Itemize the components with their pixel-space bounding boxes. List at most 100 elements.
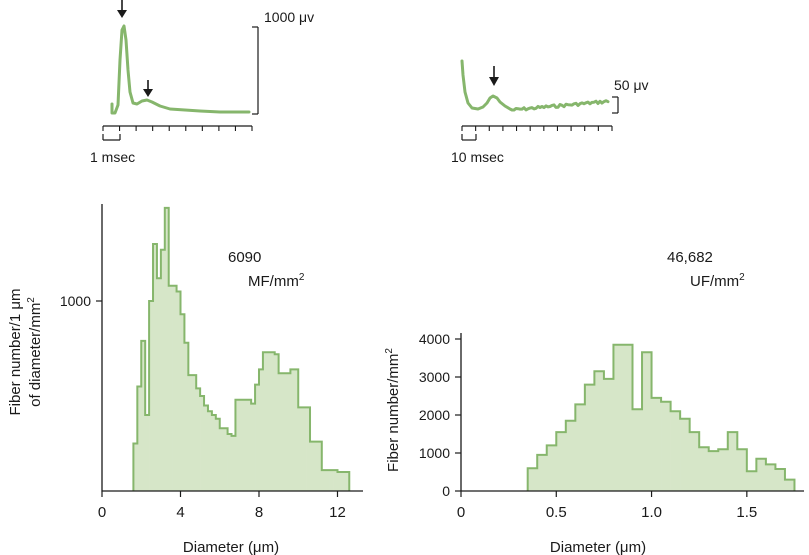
histogram-bar bbox=[215, 418, 221, 491]
histogram-bar bbox=[239, 399, 244, 491]
histogram-bar bbox=[708, 451, 719, 491]
histogram-bar bbox=[231, 435, 236, 491]
histogram-bar bbox=[556, 432, 567, 491]
histogram-bar bbox=[546, 445, 557, 491]
superscript: 2 bbox=[384, 348, 395, 354]
histogram-bar bbox=[329, 470, 334, 491]
x-tick-label: 0 bbox=[98, 504, 106, 521]
superscript: 2 bbox=[26, 297, 37, 303]
histogram-bar bbox=[204, 405, 209, 491]
x-axis-label: Diameter (μm) bbox=[183, 539, 279, 555]
histogram-outline bbox=[132, 206, 351, 491]
y-tick-label: 2000 bbox=[419, 407, 450, 423]
histogram-bar bbox=[223, 428, 228, 491]
histogram-bar bbox=[286, 373, 291, 491]
histogram-bar bbox=[188, 375, 193, 491]
histogram-bar bbox=[302, 407, 307, 491]
histogram-bar bbox=[247, 399, 252, 491]
histogram-bar bbox=[282, 373, 287, 491]
fiber-density-unit: UF/mm2 bbox=[690, 272, 745, 290]
fiber-density-unit: MF/mm2 bbox=[248, 272, 305, 290]
histogram-bar bbox=[699, 447, 710, 491]
histogram-bar bbox=[642, 352, 652, 491]
fiber-count-annotation: 46,682 bbox=[667, 249, 713, 266]
x-tick-label: 8 bbox=[255, 504, 263, 521]
histogram-bar bbox=[227, 434, 232, 491]
histogram-bar bbox=[594, 371, 605, 491]
right-scale-label: 50 μv bbox=[614, 77, 649, 93]
y-tick-label: 3000 bbox=[419, 369, 450, 385]
histogram-bar bbox=[565, 420, 576, 491]
right-time-label: 10 msec bbox=[451, 149, 504, 165]
right-time-bracket bbox=[461, 134, 477, 141]
x-tick-label: 12 bbox=[329, 504, 346, 521]
histogram-bar bbox=[784, 479, 795, 491]
right-scale-bar bbox=[612, 96, 619, 114]
histogram-bar bbox=[258, 369, 264, 491]
histogram-bar bbox=[746, 471, 757, 491]
histogram-bar bbox=[651, 397, 662, 491]
histogram-bar bbox=[274, 354, 279, 491]
histogram-bar bbox=[341, 472, 346, 491]
histogram-bar bbox=[145, 415, 150, 491]
superscript: 2 bbox=[299, 272, 305, 283]
histogram-bar bbox=[661, 401, 671, 491]
left-time-label: 1 msec bbox=[90, 149, 135, 165]
histogram-bar bbox=[727, 432, 738, 491]
y-tick-label: 4000 bbox=[419, 331, 450, 347]
histogram-bar bbox=[149, 301, 154, 491]
histogram-bar bbox=[262, 352, 268, 491]
histogram-bar bbox=[266, 352, 272, 491]
histogram-bar bbox=[298, 407, 303, 491]
histogram-bar bbox=[575, 404, 586, 491]
right-trace-panel: 50 μv 10 msec bbox=[451, 59, 649, 165]
x-tick-label: 4 bbox=[176, 504, 184, 521]
y-axis-label-line1: Fiber number/1 μm bbox=[7, 288, 24, 415]
histogram-bar bbox=[632, 409, 643, 491]
left-trace-waveform bbox=[110, 24, 251, 115]
histogram-bar bbox=[180, 314, 185, 491]
histogram-bar bbox=[200, 396, 205, 491]
histogram-bar bbox=[345, 472, 350, 491]
histogram-bar bbox=[294, 369, 299, 491]
histogram-bar bbox=[207, 411, 213, 491]
histogram-bar bbox=[584, 384, 595, 491]
histogram-bar bbox=[235, 399, 240, 491]
left-time-axis bbox=[102, 125, 253, 131]
histogram-bar bbox=[137, 386, 142, 491]
histogram-bar bbox=[255, 384, 260, 491]
x-tick-label: 1.5 bbox=[736, 504, 757, 521]
histogram-bar bbox=[290, 369, 295, 491]
histogram-bar bbox=[141, 340, 146, 491]
histogram-bar bbox=[168, 285, 173, 491]
x-tick-label: 1.0 bbox=[641, 504, 662, 521]
histogram-bar bbox=[718, 449, 729, 491]
histogram-bar bbox=[184, 342, 189, 491]
histogram-bar bbox=[613, 344, 624, 491]
histogram-bar bbox=[603, 378, 614, 491]
histogram-bar bbox=[172, 285, 177, 491]
histogram-bar bbox=[337, 472, 342, 491]
histogram-bar bbox=[737, 449, 748, 491]
unmyelinated-histogram-panel: 0 0.5 1.0 1.5 0 1000 2000 3000 4000 Diameter (μm)… bbox=[384, 249, 804, 555]
histogram-bar bbox=[317, 441, 323, 491]
histogram-bar bbox=[278, 373, 283, 491]
histogram-bar bbox=[164, 207, 170, 491]
fiber-count-annotation: 6090 bbox=[228, 249, 261, 266]
myelinated-histogram-panel: 0 4 8 12 1000 Diameter (μm) 6090 MF/mm2 Fiber nu… bbox=[7, 204, 363, 555]
y-axis-label-line2: of diameter/mm2 bbox=[26, 297, 44, 407]
histogram-bar bbox=[756, 458, 767, 491]
histogram-bar bbox=[527, 468, 538, 491]
histogram-bar bbox=[325, 470, 330, 491]
y-tick-label: 1000 bbox=[60, 293, 91, 309]
histogram-bar bbox=[775, 468, 786, 491]
left-scale-label: 1000 μv bbox=[264, 9, 314, 25]
left-time-bracket bbox=[102, 134, 121, 141]
x-axis-label: Diameter (μm) bbox=[550, 539, 646, 555]
histogram-bar bbox=[133, 443, 138, 491]
histogram-bar bbox=[251, 403, 256, 491]
histogram-bar bbox=[689, 432, 700, 491]
left-scale-bar bbox=[252, 26, 259, 115]
histogram-bar bbox=[156, 278, 162, 491]
